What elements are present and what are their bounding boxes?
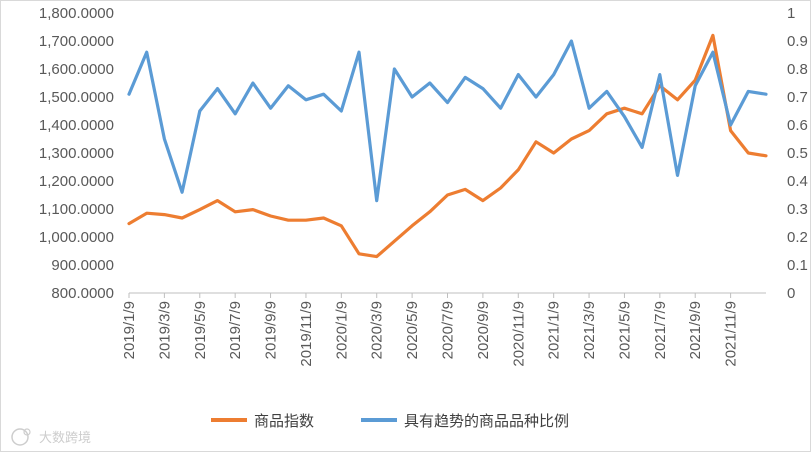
right-tick-label: 0.3 [787, 201, 808, 218]
right-tick-label: 1 [787, 5, 795, 22]
left-tick-label: 1,300.0000 [39, 145, 114, 162]
legend: 商品指数 具有趋势的商品品种比例 [211, 412, 569, 430]
x-tick-label: 2020/11/9 [510, 301, 527, 367]
watermark-text: 大数跨境 [39, 431, 91, 446]
left-tick-label: 900.0000 [51, 257, 114, 274]
x-tick-label: 2020/1/9 [333, 301, 350, 359]
watermark: 大数跨境 [11, 428, 91, 446]
x-tick-label: 2019/7/9 [227, 301, 244, 359]
left-tick-label: 1,500.0000 [39, 89, 114, 106]
right-tick-label: 0.6 [787, 117, 808, 134]
left-tick-label: 1,100.0000 [39, 201, 114, 218]
x-tick-label: 2021/9/9 [687, 301, 704, 359]
left-tick-label: 1,000.0000 [39, 229, 114, 246]
legend-label-commodity-index[interactable]: 商品指数 [254, 412, 314, 430]
right-tick-label: 0.9 [787, 33, 808, 50]
right-tick-label: 0.2 [787, 229, 808, 246]
left-tick-label: 1,400.0000 [39, 117, 114, 134]
x-tick-label: 2020/5/9 [404, 301, 421, 359]
left-tick-label: 1,200.0000 [39, 173, 114, 190]
x-tick-label: 2020/9/9 [475, 301, 492, 359]
x-tick-label: 2019/5/9 [192, 301, 209, 359]
x-tick-label: 2021/3/9 [581, 301, 598, 359]
x-tick-label: 2019/9/9 [263, 301, 280, 359]
series-group [127, 33, 768, 259]
x-tick-label: 2019/3/9 [156, 301, 173, 359]
watermark-logo-dot-icon [23, 428, 31, 436]
right-tick-label: 0.8 [787, 61, 808, 78]
x-tick-label: 2021/5/9 [616, 301, 633, 359]
series-line-commodity-index [127, 33, 768, 259]
x-tick-label: 2021/1/9 [546, 301, 563, 359]
watermark-logo-icon [11, 428, 29, 446]
x-tick-label: 2021/11/9 [723, 301, 740, 367]
right-tick-label: 0.7 [787, 89, 808, 106]
x-tick-label: 2020/3/9 [369, 301, 386, 359]
x-tick-label: 2020/7/9 [440, 301, 457, 359]
legend-label-trend-ratio[interactable]: 具有趋势的商品品种比例 [404, 412, 569, 430]
left-tick-label: 1,800.0000 [39, 5, 114, 22]
series-line-trend-ratio [127, 39, 768, 203]
left-tick-label: 800.0000 [51, 285, 114, 302]
x-axis-ticks: 2019/1/9 2019/3/9 2019/5/9 2019/7/9 2019/9/9… [121, 293, 740, 367]
left-tick-label: 1,700.0000 [39, 33, 114, 50]
left-tick-label: 1,600.0000 [39, 61, 114, 78]
x-tick-label: 2019/11/9 [298, 301, 315, 367]
right-axis-ticks: 0 0.1 0.2 0.3 0.4 0.5 0.6 0.7 0.8 0.9 1 [787, 5, 808, 302]
right-tick-label: 0.4 [787, 173, 808, 190]
right-tick-label: 0.5 [787, 145, 808, 162]
right-tick-label: 0 [787, 285, 795, 302]
left-axis-ticks: 800.0000 900.0000 1,000.0000 1,100.0000 1,20… [39, 5, 114, 302]
right-tick-label: 0.1 [787, 257, 808, 274]
x-tick-label: 2019/1/9 [121, 301, 138, 359]
x-tick-label: 2021/7/9 [652, 301, 669, 359]
